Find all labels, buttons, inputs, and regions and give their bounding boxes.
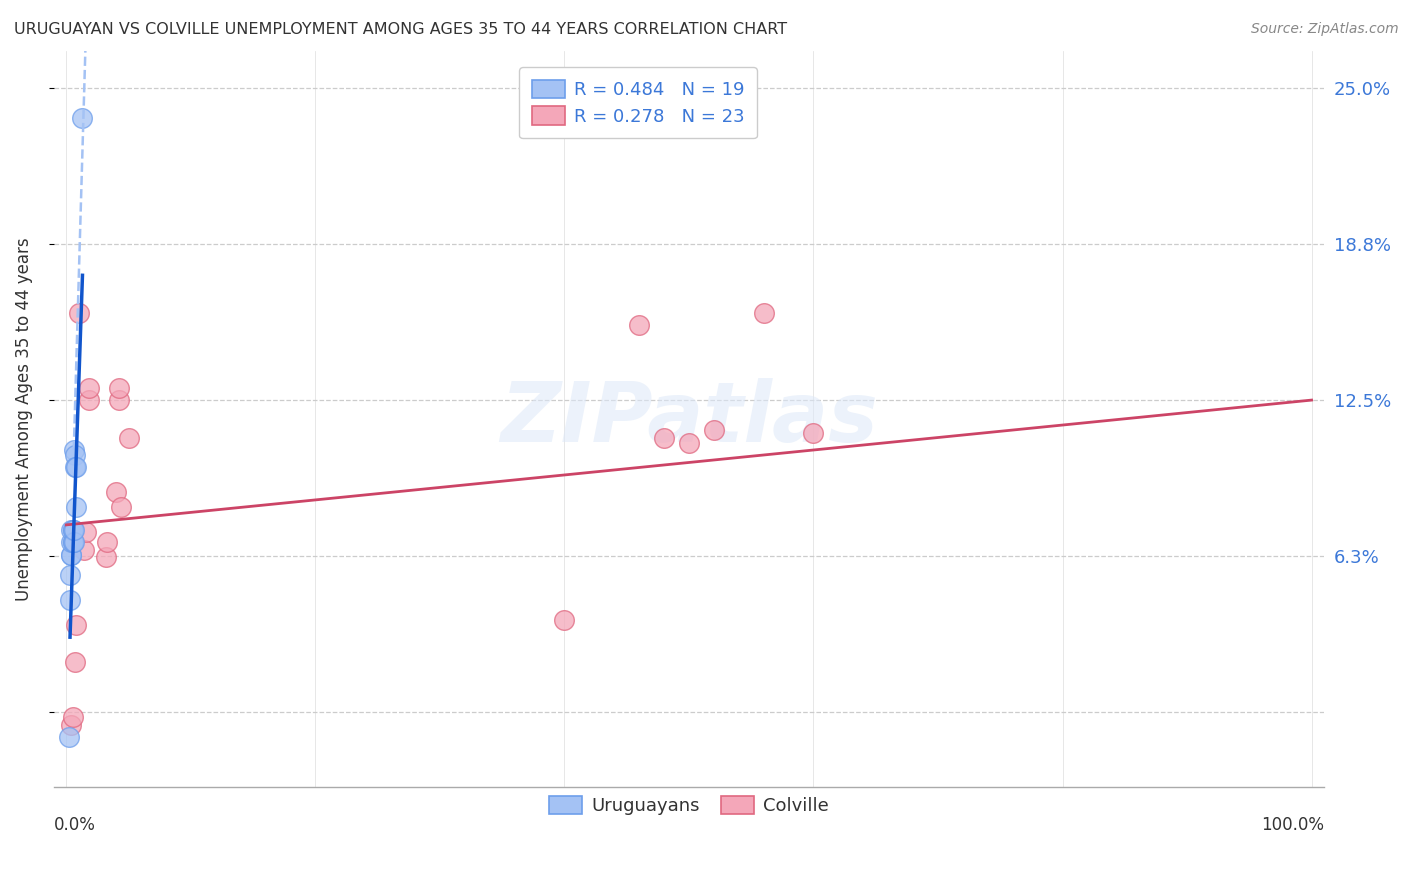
- Point: [75, 525, 97, 540]
- Point: [107, 393, 129, 408]
- Point: [77, 393, 100, 408]
- Point: [628, 318, 651, 333]
- Point: [62, 442, 84, 457]
- Point: [62, 523, 84, 537]
- Text: 100.0%: 100.0%: [1261, 816, 1324, 834]
- Point: [58, 730, 80, 744]
- Point: [62, 535, 84, 549]
- Point: [63, 448, 86, 462]
- Point: [63, 655, 86, 669]
- Point: [60, 523, 83, 537]
- Point: [94, 550, 117, 565]
- Point: [73, 542, 96, 557]
- Point: [107, 381, 129, 395]
- Point: [703, 423, 725, 437]
- Text: ZIPatlas: ZIPatlas: [501, 378, 877, 459]
- Y-axis label: Unemployment Among Ages 35 to 44 years: Unemployment Among Ages 35 to 44 years: [15, 237, 32, 600]
- Point: [96, 535, 118, 549]
- Point: [65, 500, 87, 515]
- Point: [65, 460, 87, 475]
- Text: 0.0%: 0.0%: [53, 816, 96, 834]
- Point: [553, 613, 575, 627]
- Point: [678, 435, 700, 450]
- Point: [60, 548, 83, 562]
- Point: [117, 430, 139, 444]
- Point: [60, 535, 83, 549]
- Point: [65, 617, 87, 632]
- Point: [62, 523, 84, 537]
- Text: Source: ZipAtlas.com: Source: ZipAtlas.com: [1251, 22, 1399, 37]
- Point: [59, 567, 82, 582]
- Point: [752, 306, 775, 320]
- Point: [62, 710, 84, 724]
- Text: URUGUAYAN VS COLVILLE UNEMPLOYMENT AMONG AGES 35 TO 44 YEARS CORRELATION CHART: URUGUAYAN VS COLVILLE UNEMPLOYMENT AMONG…: [14, 22, 787, 37]
- Point: [72, 111, 94, 125]
- Point: [62, 523, 84, 537]
- Point: [105, 485, 128, 500]
- Point: [67, 306, 90, 320]
- Point: [60, 717, 83, 731]
- Point: [62, 535, 84, 549]
- Point: [652, 430, 675, 444]
- Point: [803, 425, 825, 440]
- Legend: Uruguayans, Colville: Uruguayans, Colville: [543, 789, 835, 822]
- Point: [60, 548, 83, 562]
- Point: [59, 592, 82, 607]
- Point: [62, 535, 84, 549]
- Point: [110, 500, 132, 515]
- Point: [63, 460, 86, 475]
- Point: [77, 381, 100, 395]
